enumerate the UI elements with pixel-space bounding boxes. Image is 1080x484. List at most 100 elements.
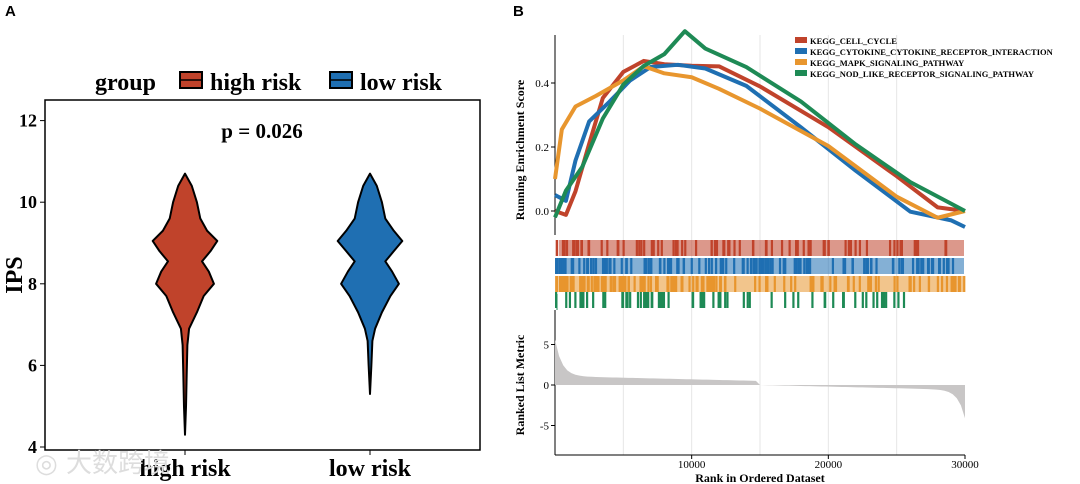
x-tick-label: 20000 bbox=[815, 459, 843, 471]
rug-band bbox=[559, 258, 964, 274]
rug-tick bbox=[662, 292, 666, 308]
rug-tick bbox=[861, 292, 864, 308]
legend-swatch bbox=[795, 48, 807, 54]
rug-tick bbox=[797, 292, 800, 308]
legend-swatch bbox=[795, 70, 807, 76]
legend-label: KEGG_CYTOKINE_CYTOKINE_RECEPTOR_INTERACT… bbox=[810, 47, 1054, 57]
rug-tick bbox=[865, 292, 868, 308]
violin-low-risk bbox=[336, 172, 404, 395]
y-tick-label: 4 bbox=[28, 437, 37, 457]
rug-tick bbox=[719, 292, 722, 308]
rug-tick bbox=[639, 292, 642, 308]
rug-tick bbox=[712, 292, 715, 308]
y-axis-label-2: Ranked List Metric bbox=[513, 334, 527, 435]
legend-label: KEGG_NOD_LIKE_RECEPTOR_SIGNALING_PATHWAY bbox=[810, 69, 1034, 79]
rug-tick bbox=[897, 292, 900, 308]
plot-frame bbox=[44, 99, 481, 451]
y-axis-label: IPS bbox=[2, 256, 28, 293]
p-value-annotation: p = 0.026 bbox=[221, 119, 302, 143]
rug-tick bbox=[659, 292, 663, 308]
rug-tick bbox=[703, 292, 706, 308]
rug-tick bbox=[872, 292, 875, 308]
rug-tick bbox=[565, 292, 568, 308]
x-tick-label: 10000 bbox=[678, 459, 706, 471]
x-tick-label: 30000 bbox=[951, 459, 979, 471]
es-curve bbox=[554, 62, 966, 229]
rug-tick bbox=[784, 292, 787, 308]
rug-tick bbox=[586, 292, 589, 308]
y-tick-label: 10 bbox=[19, 192, 37, 212]
rug-tick bbox=[645, 292, 649, 308]
rug-tick bbox=[592, 292, 595, 308]
rug-tick bbox=[568, 292, 572, 308]
y-tick-label: 6 bbox=[28, 355, 37, 375]
rug-tick bbox=[647, 292, 650, 308]
legend-swatch bbox=[795, 37, 807, 43]
y-tick-label: 12 bbox=[19, 111, 37, 131]
rug-tick bbox=[885, 292, 888, 308]
rug-tick bbox=[748, 292, 751, 308]
rug-tick bbox=[621, 292, 624, 308]
legend-label: high risk bbox=[210, 70, 302, 96]
rug-tick bbox=[643, 292, 646, 308]
panel-label-b: B bbox=[513, 3, 524, 20]
rug-tick bbox=[717, 292, 720, 308]
es-curve bbox=[553, 29, 966, 219]
rug-tick bbox=[691, 292, 695, 308]
rug-tick bbox=[625, 292, 628, 308]
es-curve bbox=[553, 64, 966, 220]
y-tick-label: 0.0 bbox=[535, 206, 549, 218]
legend-swatch bbox=[795, 59, 807, 65]
rug-tick bbox=[770, 292, 773, 308]
ranked-metric-area bbox=[555, 339, 965, 419]
rug-tick bbox=[880, 292, 884, 308]
rug-tick bbox=[854, 292, 857, 308]
x-tick-label: high risk bbox=[139, 456, 231, 482]
gsea-panel: 0.0 0.2 0.4 Running Enrichment Score KEGG_CE… bbox=[513, 29, 1054, 484]
rug-tick bbox=[963, 276, 966, 292]
legend-title: group bbox=[95, 70, 156, 96]
rug-tick bbox=[604, 292, 607, 308]
x-axis-label: Rank in Ordered Dataset bbox=[695, 471, 824, 484]
y-tick-label: 0.4 bbox=[535, 78, 549, 90]
rug-tick bbox=[824, 292, 827, 308]
rug-tick bbox=[701, 292, 705, 308]
legend-label: KEGG_CELL_CYCLE bbox=[810, 36, 897, 46]
rug-tick bbox=[699, 292, 702, 308]
rug-tick bbox=[876, 292, 879, 308]
rug-tick bbox=[882, 292, 886, 308]
rug-tick bbox=[893, 292, 896, 308]
y-tick-label: 8 bbox=[28, 274, 37, 294]
watermark: ◎ 大数跨境 bbox=[35, 449, 170, 479]
violin-panel: 4 6 8 10 12 IPS p = 0.026 high risk low risk grou… bbox=[2, 70, 481, 482]
rug-tick bbox=[555, 258, 558, 274]
x-tick-label: low risk bbox=[329, 456, 412, 482]
rug-tick bbox=[811, 292, 814, 308]
legend-label: KEGG_MAPK_SIGNALING_PATHWAY bbox=[810, 58, 964, 68]
rug-tick bbox=[742, 292, 745, 308]
rug-tick bbox=[644, 292, 647, 308]
rug-tick bbox=[726, 292, 729, 308]
rug-tick bbox=[581, 292, 585, 308]
rug-tick bbox=[650, 292, 653, 308]
y-tick-label: 0.2 bbox=[535, 142, 549, 154]
rug-tick bbox=[657, 292, 661, 308]
rug-tick bbox=[842, 292, 845, 308]
rug-tick bbox=[746, 292, 749, 308]
rug-tick bbox=[636, 292, 640, 308]
legend-label: low risk bbox=[360, 70, 443, 96]
rug-tick bbox=[724, 292, 727, 308]
rug-tick bbox=[579, 292, 582, 308]
rug-band bbox=[559, 240, 964, 256]
violin-high-risk bbox=[151, 172, 219, 436]
rug-tick bbox=[602, 292, 605, 308]
y-tick-label: 0 bbox=[544, 380, 550, 392]
panel-label-a: A bbox=[5, 3, 16, 20]
rug-tick bbox=[832, 292, 835, 308]
y-tick-label: -5 bbox=[540, 421, 550, 433]
rug-tick bbox=[574, 292, 577, 308]
rug-tick bbox=[556, 276, 559, 292]
rug-tick bbox=[792, 292, 795, 308]
rug-band bbox=[559, 276, 964, 292]
